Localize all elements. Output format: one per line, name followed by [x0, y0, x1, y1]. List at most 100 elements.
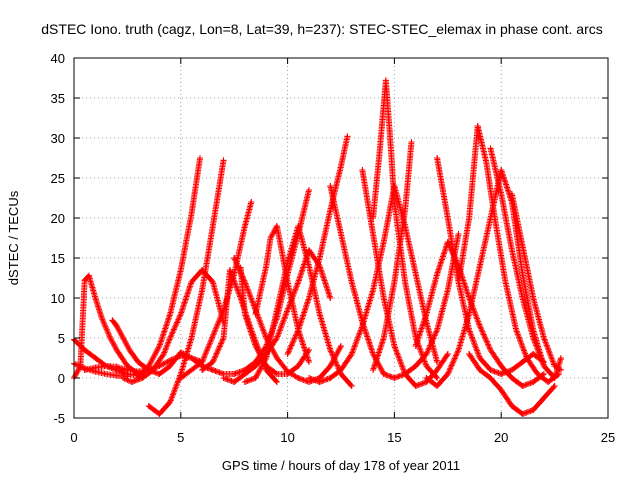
- data-point: [284, 279, 291, 285]
- arc-series-22: [370, 139, 415, 373]
- data-point: [92, 295, 99, 301]
- data-point: [476, 367, 483, 373]
- axis-ticks: 0 5 10 15 20 25 -5 0 5 10 15 20 25 30 35 40: [51, 51, 616, 445]
- y-tick-label: 15: [51, 251, 65, 266]
- data-point: [177, 311, 184, 317]
- arc-series-9: [156, 187, 312, 377]
- data-point: [241, 379, 248, 385]
- data-point: [370, 231, 376, 237]
- data-point: [92, 355, 99, 361]
- data-point: [273, 379, 280, 385]
- data-point: [387, 135, 394, 141]
- data-point: [199, 367, 206, 373]
- data-point: [423, 375, 430, 381]
- data-point: [519, 295, 526, 301]
- data-point: [412, 343, 419, 349]
- data-point: [466, 215, 473, 221]
- data-point: [81, 347, 88, 353]
- data-point: [226, 267, 233, 273]
- data-point: [273, 355, 280, 361]
- data-point: [81, 367, 88, 373]
- data-point: [338, 231, 344, 237]
- data-point: [295, 279, 302, 285]
- data-point: [273, 307, 280, 313]
- data-point: [124, 367, 131, 373]
- data-point: [113, 323, 120, 329]
- data-point: [197, 155, 203, 161]
- data-point: [444, 371, 451, 377]
- arc-series-6: [120, 267, 227, 385]
- data-point: [370, 215, 376, 221]
- data-point: [231, 255, 238, 261]
- data-point: [498, 363, 505, 369]
- data-point: [508, 367, 515, 373]
- data-point: [380, 371, 387, 377]
- data-point: [273, 335, 280, 341]
- data-point: [434, 271, 441, 277]
- y-tick-label: 25: [51, 171, 65, 186]
- data-point: [86, 272, 92, 279]
- arc-series-17: [284, 133, 351, 357]
- data-point: [284, 371, 291, 377]
- data-point: [338, 367, 344, 373]
- data-point: [558, 355, 564, 361]
- data-point: [231, 371, 238, 377]
- data-point: [476, 355, 483, 361]
- data-point: [327, 363, 334, 369]
- data-point: [177, 267, 184, 273]
- data-point: [188, 211, 195, 217]
- data-point: [327, 347, 334, 353]
- data-point: [540, 395, 547, 401]
- data-point: [412, 383, 419, 389]
- data-point: [530, 407, 537, 413]
- data-point: [370, 367, 376, 373]
- data-point: [408, 139, 415, 145]
- data-point: [263, 355, 270, 361]
- data-point: [284, 351, 291, 357]
- data-point: [380, 295, 387, 301]
- data-point: [188, 279, 195, 285]
- data-point: [348, 383, 355, 389]
- data-point: [109, 317, 116, 324]
- data-point: [156, 411, 163, 417]
- data-point: [434, 375, 441, 381]
- data-point: [209, 223, 216, 229]
- data-point: [120, 335, 127, 341]
- data-point: [444, 215, 451, 221]
- data-point: [476, 263, 483, 269]
- data-point: [284, 307, 291, 313]
- data-point: [107, 335, 114, 341]
- data-point: [498, 191, 505, 197]
- data-point: [252, 375, 259, 381]
- data-point: [519, 243, 526, 249]
- x-tick-label: 10: [280, 430, 294, 445]
- data-point: [344, 133, 351, 140]
- data-point: [466, 351, 473, 357]
- data-point: [498, 167, 505, 173]
- data-point: [540, 335, 547, 341]
- data-point: [306, 375, 312, 381]
- data-point: [145, 363, 152, 369]
- data-point: [156, 343, 163, 349]
- arc-series-7: [145, 157, 227, 417]
- data-point: [252, 343, 259, 349]
- arc-series-8: [135, 155, 203, 381]
- data-point: [316, 379, 323, 385]
- x-tick-label: 0: [70, 430, 77, 445]
- chart-title: dSTEC Iono. truth (cagz, Lon=8, Lat=39, …: [41, 21, 602, 37]
- data-point: [558, 367, 564, 373]
- data-point: [306, 359, 312, 365]
- data-point: [402, 207, 409, 213]
- arc-series-29: [508, 191, 564, 373]
- data-point: [423, 363, 430, 369]
- y-tick-label: 20: [51, 211, 65, 226]
- data-point: [474, 123, 481, 129]
- y-axis-label: dSTEC / TECUs: [6, 190, 21, 285]
- y-tick-label: 35: [51, 91, 65, 106]
- data-point: [267, 235, 274, 241]
- data-point: [160, 351, 167, 357]
- data-point: [273, 371, 280, 377]
- data-point: [487, 347, 494, 353]
- data-point: [252, 311, 259, 317]
- data-point: [177, 349, 184, 356]
